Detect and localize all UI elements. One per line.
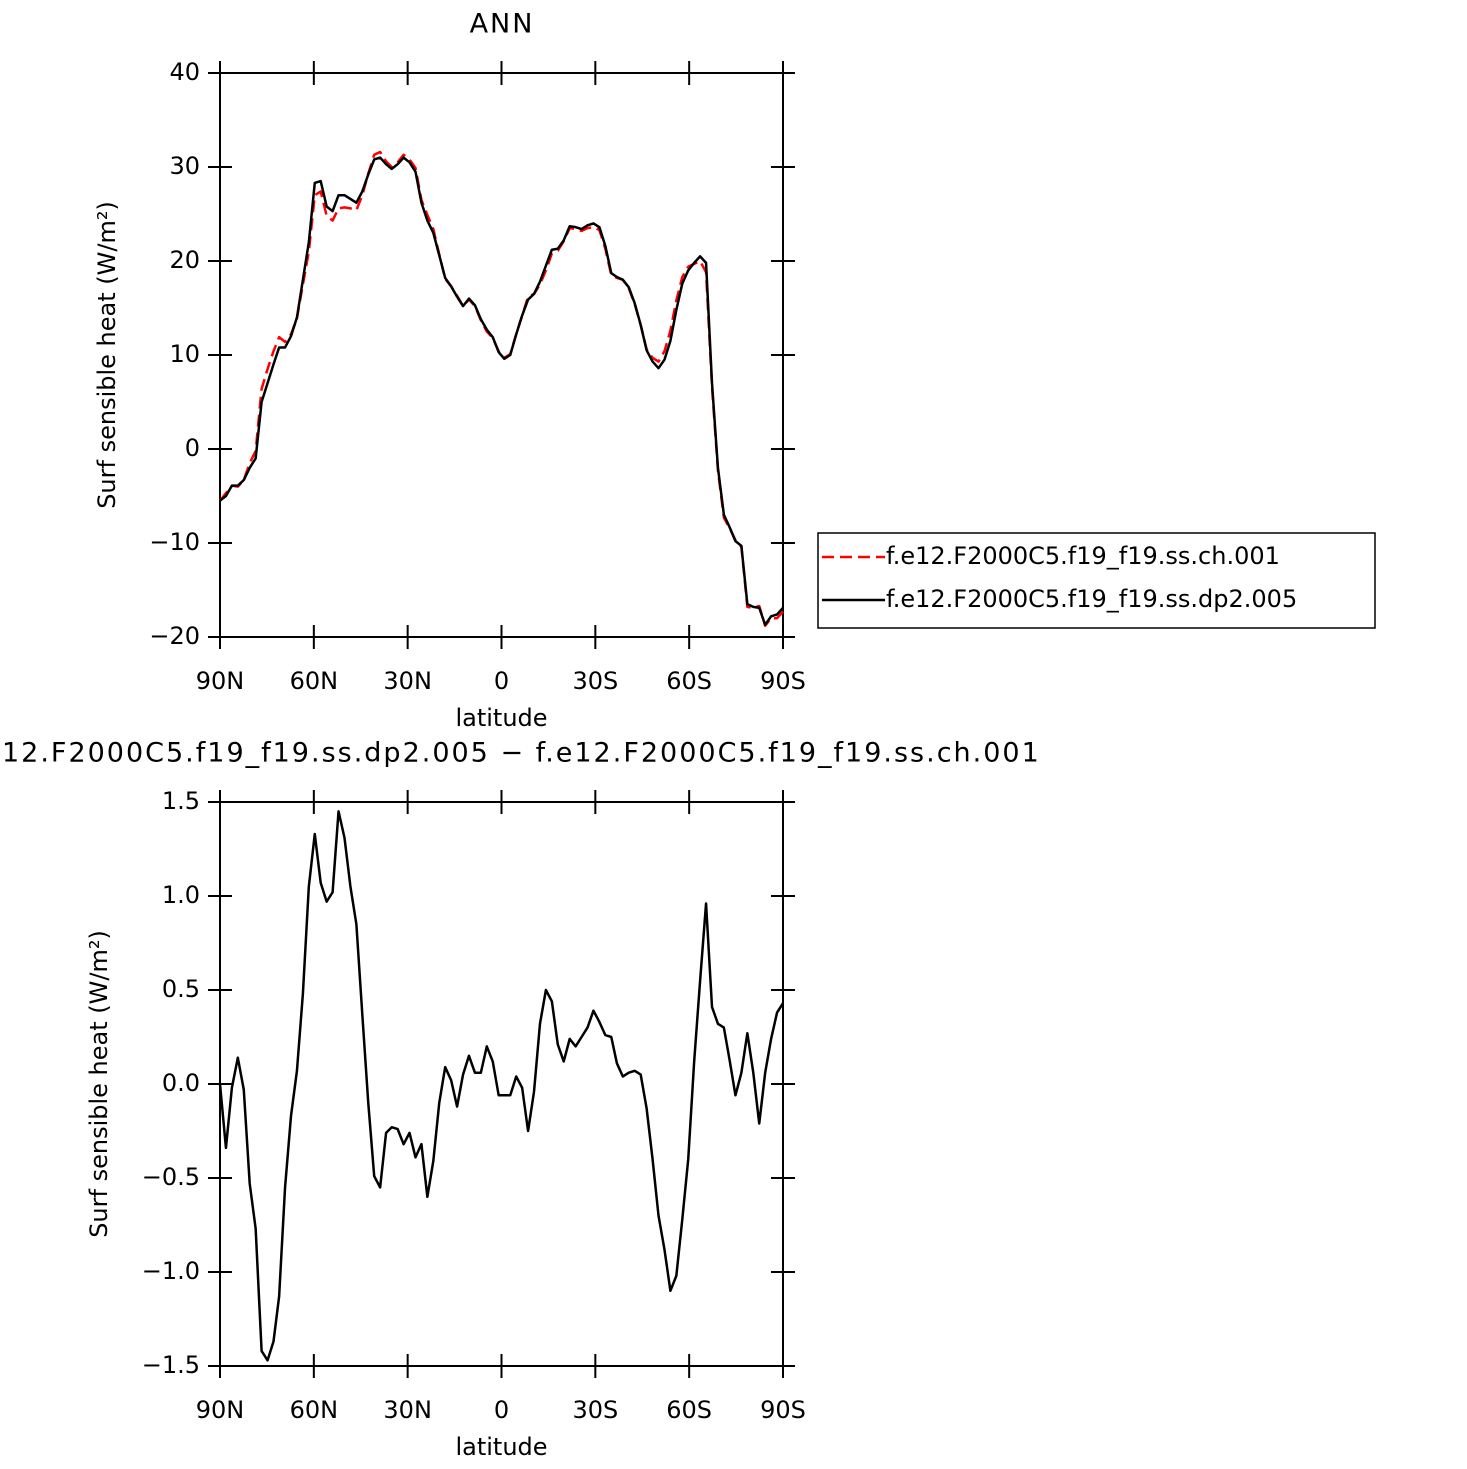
x-tick-label: 60N	[290, 667, 339, 695]
legend-box	[817, 532, 1376, 629]
x-tick-label: 0	[494, 667, 509, 695]
legend-label: f.e12.F2000C5.f19_f19.ss.ch.001	[886, 542, 1280, 570]
y-tick-label: −0.5	[142, 1163, 200, 1191]
chart-title: f.e12.F2000C5.f19_f19.ss.dp2.005 − f.e12…	[0, 738, 1041, 769]
y-tick-label: −1.0	[142, 1257, 200, 1285]
y-tick-label: 0.5	[162, 975, 200, 1003]
data-line	[219, 150, 784, 627]
x-tick-label: 60S	[666, 667, 712, 695]
x-tick-label: 30N	[383, 667, 432, 695]
legend: f.e12.F2000C5.f19_f19.ss.ch.001 f.e12.F20…	[817, 532, 1376, 629]
x-tick-label: 60N	[290, 1396, 339, 1424]
y-tick-label: 0	[185, 434, 200, 462]
plot-frame	[219, 801, 784, 1367]
x-axis-label: latitude	[455, 1433, 547, 1461]
x-tick-label: 30N	[383, 1396, 432, 1424]
x-tick-label: 90S	[760, 1396, 806, 1424]
data-line	[219, 156, 784, 627]
y-tick-label: 20	[169, 246, 200, 274]
y-tick-label: −10	[149, 528, 200, 556]
legend-label: f.e12.F2000C5.f19_f19.ss.dp2.005	[886, 585, 1297, 613]
x-tick-label: 90S	[760, 667, 806, 695]
y-tick-label: 1.0	[162, 881, 200, 909]
y-axis-label: Surf sensible heat (W/m²)	[93, 201, 121, 509]
y-tick-label: 0.0	[162, 1069, 200, 1097]
data-line	[218, 810, 785, 1362]
x-tick-label: 30S	[572, 1396, 618, 1424]
y-tick-label: 10	[169, 340, 200, 368]
x-axis-label: latitude	[455, 704, 547, 732]
x-tick-label: 90N	[196, 1396, 245, 1424]
y-tick-label: 30	[169, 152, 200, 180]
y-tick-label: −1.5	[142, 1351, 200, 1379]
y-axis-label: Surf sensible heat (W/m²)	[85, 930, 113, 1238]
x-tick-label: 60S	[666, 1396, 712, 1424]
y-tick-label: 1.5	[162, 787, 200, 815]
chart-title: ANN	[470, 9, 535, 40]
x-tick-label: 30S	[572, 667, 618, 695]
y-tick-label: 40	[169, 58, 200, 86]
x-tick-label: 90N	[196, 667, 245, 695]
y-tick-label: −20	[149, 622, 200, 650]
x-tick-label: 0	[494, 1396, 509, 1424]
